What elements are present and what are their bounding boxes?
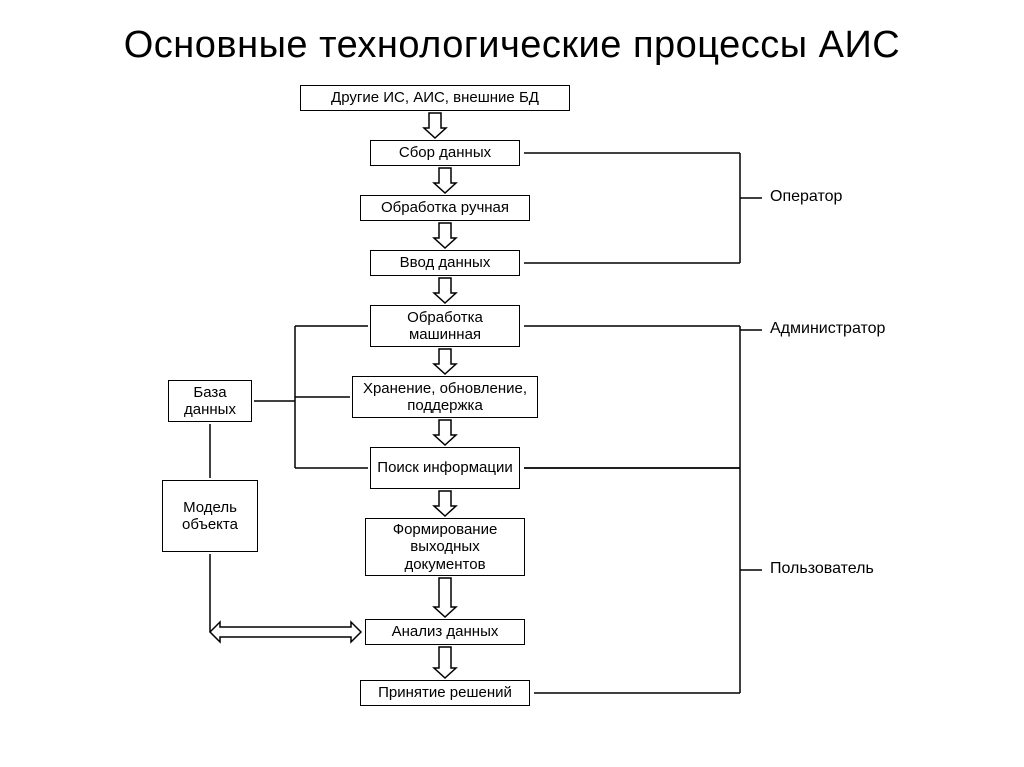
flow-node-n1: Сбор данных <box>370 140 520 166</box>
role-label-r2: Администратор <box>770 320 885 338</box>
flow-node-n2: Обработка ручная <box>360 195 530 221</box>
flow-node-n3: Ввод данных <box>370 250 520 276</box>
role-label-r3: Пользователь <box>770 560 874 578</box>
flow-node-n7: Формирование выходных документов <box>365 518 525 576</box>
flow-node-mdl: Модель объекта <box>162 480 258 552</box>
role-label-r1: Оператор <box>770 188 842 206</box>
flow-node-n9: Принятие решений <box>360 680 530 706</box>
diagram-title: Основные технологические процессы АИС <box>0 24 1024 67</box>
flow-node-db: База данных <box>168 380 252 422</box>
flow-node-n6: Поиск информации <box>370 447 520 489</box>
flow-node-n0: Другие ИС, АИС, внешние БД <box>300 85 570 111</box>
flow-node-n8: Анализ данных <box>365 619 525 645</box>
flow-node-n5: Хранение, обновление, поддержка <box>352 376 538 418</box>
flow-node-n4: Обработка машинная <box>370 305 520 347</box>
